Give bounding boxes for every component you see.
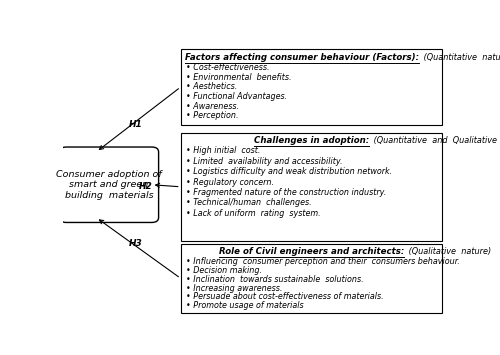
Text: • Technical/human  challenges.: • Technical/human challenges. — [186, 198, 312, 207]
Text: • Limited  availability and accessibility.: • Limited availability and accessibility… — [186, 157, 343, 166]
Text: • Aesthetics.: • Aesthetics. — [186, 82, 238, 92]
Text: Role of Civil engineers and architects:: Role of Civil engineers and architects: — [219, 247, 404, 256]
Text: • High initial  cost.: • High initial cost. — [186, 147, 261, 155]
Text: • Cost-effectiveness.: • Cost-effectiveness. — [186, 63, 270, 72]
FancyBboxPatch shape — [60, 147, 158, 223]
Text: • Increasing awareness.: • Increasing awareness. — [186, 284, 283, 293]
Text: • Decision making.: • Decision making. — [186, 266, 262, 275]
Text: H1: H1 — [129, 120, 143, 129]
Text: (Qualitative  nature): (Qualitative nature) — [406, 247, 491, 256]
Text: • Awareness.: • Awareness. — [186, 102, 240, 111]
Text: • Inclination  towards sustainable  solutions.: • Inclination towards sustainable soluti… — [186, 275, 364, 284]
FancyBboxPatch shape — [180, 49, 442, 125]
Text: • Logistics difficulty and weak distribution network.: • Logistics difficulty and weak distribu… — [186, 167, 392, 176]
Text: Challenges in adoption:: Challenges in adoption: — [254, 136, 369, 145]
Text: Consumer adoption of
smart and green
building  materials: Consumer adoption of smart and green bui… — [56, 170, 162, 200]
Text: • Fragmented nature of the construction industry.: • Fragmented nature of the construction … — [186, 188, 387, 197]
Text: • Regulatory concern.: • Regulatory concern. — [186, 178, 274, 187]
Text: • Functional Advantages.: • Functional Advantages. — [186, 92, 288, 101]
Text: (Quantitative  and  Qualitative  nature): (Quantitative and Qualitative nature) — [371, 136, 500, 145]
Text: • Persuade about cost-effectiveness of materials.: • Persuade about cost-effectiveness of m… — [186, 293, 384, 301]
Text: • Influencing  consumer perception and their  consumers behaviour.: • Influencing consumer perception and th… — [186, 257, 460, 266]
Text: H3: H3 — [129, 239, 143, 248]
Text: • Perception.: • Perception. — [186, 111, 239, 120]
FancyBboxPatch shape — [180, 244, 442, 313]
Text: • Environmental  benefits.: • Environmental benefits. — [186, 73, 292, 82]
Text: Factors affecting consumer behaviour (Factors):: Factors affecting consumer behaviour (Fa… — [186, 53, 420, 62]
FancyBboxPatch shape — [180, 133, 442, 241]
Text: (Quantitative  nature): (Quantitative nature) — [422, 53, 500, 62]
Text: • Promote usage of materials: • Promote usage of materials — [186, 301, 304, 310]
Text: H2: H2 — [139, 182, 152, 191]
Text: • Lack of uniform  rating  system.: • Lack of uniform rating system. — [186, 209, 321, 218]
